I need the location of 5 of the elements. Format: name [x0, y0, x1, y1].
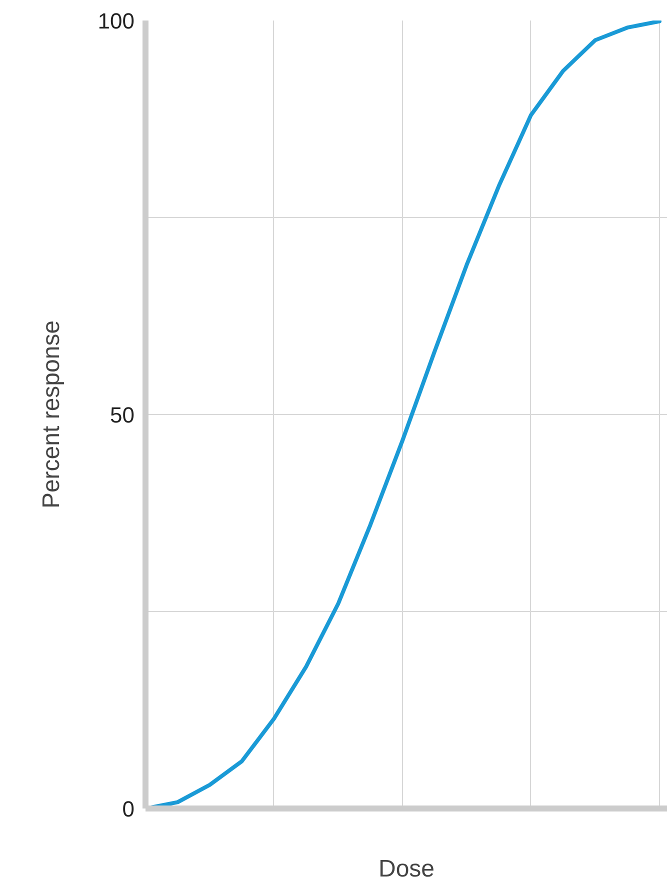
- y-axis-title: Percent response: [38, 320, 65, 509]
- y-tick-label: 0: [122, 796, 135, 822]
- x-axis-title: Dose: [378, 856, 435, 882]
- y-tick-label: 50: [110, 402, 135, 428]
- y-tick-label: 100: [98, 8, 135, 34]
